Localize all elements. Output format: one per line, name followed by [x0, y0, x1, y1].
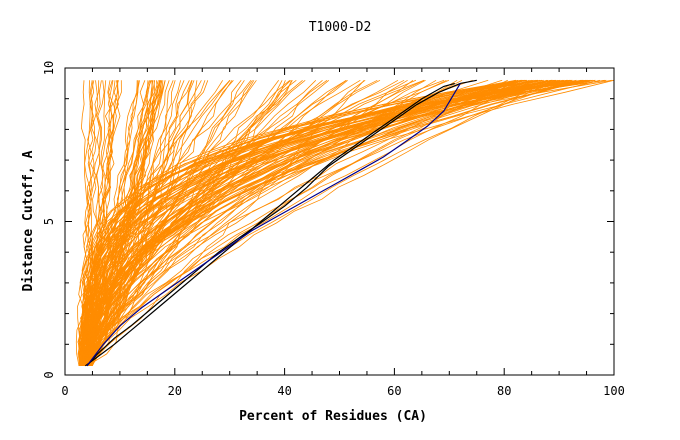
- x-tick-label: 80: [497, 384, 511, 398]
- background-series-line-86: [85, 80, 234, 366]
- highlighted-series-group: [84, 79, 477, 367]
- background-series-line-164: [78, 79, 503, 366]
- background-series-line-149: [81, 79, 532, 366]
- background-series-line-148: [85, 79, 572, 366]
- background-series-group: [75, 79, 614, 367]
- x-tick-label: 100: [603, 384, 625, 398]
- background-series-line-119: [80, 79, 612, 366]
- background-series-line-155: [78, 79, 425, 366]
- background-series-line-176: [86, 79, 458, 366]
- highlighted-series-line-1: [86, 79, 477, 367]
- background-series-line-167: [81, 79, 534, 366]
- background-series-line-81: [88, 79, 330, 366]
- x-tick-label: 60: [387, 384, 401, 398]
- chart-title: T1000-D2: [309, 20, 372, 35]
- y-tick-label: 0: [42, 371, 56, 378]
- y-tick-label: 5: [42, 218, 56, 225]
- background-series-line-161: [90, 79, 408, 366]
- x-tick-label: 0: [61, 384, 68, 398]
- background-series-line-150: [81, 79, 508, 366]
- background-series-line-170: [87, 79, 518, 366]
- background-series-line-168: [81, 79, 405, 366]
- highlighted-series-line-2: [86, 83, 461, 367]
- background-series-line-162: [88, 79, 554, 367]
- y-axis-label: Distance Cutoff, A: [21, 150, 36, 291]
- y-tick-label: 10: [42, 61, 56, 75]
- background-series-line-159: [85, 79, 530, 366]
- x-axis-label: Percent of Residues (CA): [239, 409, 427, 424]
- background-series-line-177: [80, 79, 524, 366]
- background-series-line-144: [78, 79, 584, 366]
- axis-ticks: 0 20 40 60 80 100 0 5 10: [42, 61, 625, 398]
- background-series-line-171: [91, 79, 425, 366]
- x-tick-label: 40: [277, 384, 291, 398]
- x-tick-label: 20: [168, 384, 182, 398]
- background-series-line-112: [87, 79, 567, 366]
- highlighted-series-line-0: [84, 82, 455, 367]
- background-series-line-113: [77, 79, 582, 366]
- background-series-line-179: [82, 79, 561, 366]
- background-series-line-174: [84, 79, 473, 366]
- background-series-line-172: [89, 79, 414, 366]
